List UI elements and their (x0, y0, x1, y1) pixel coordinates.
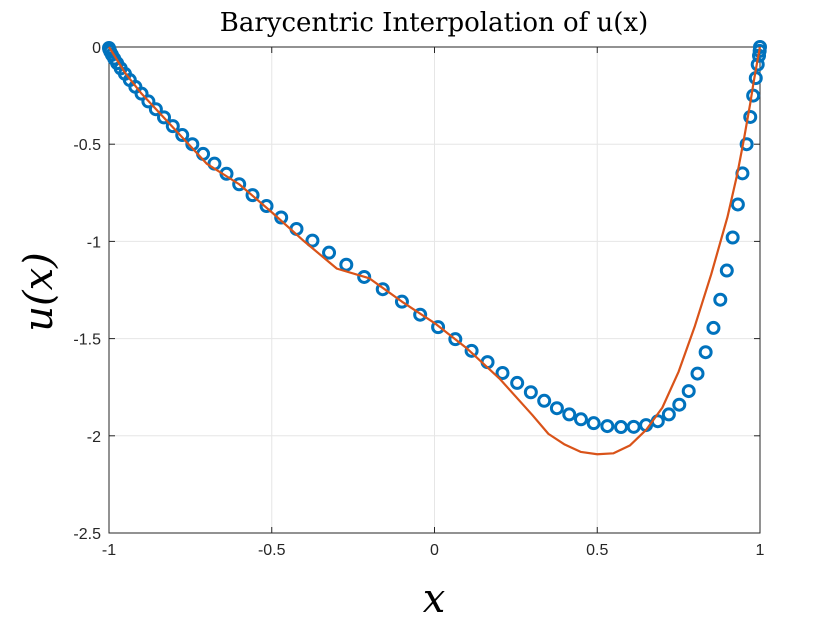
y-tick-label: -2.5 (73, 526, 101, 543)
data-point (448, 332, 463, 347)
series-line (108, 46, 762, 456)
y-tick-label: -1 (87, 234, 101, 251)
data-point (305, 233, 320, 248)
data-point (464, 343, 479, 358)
data-point (672, 397, 687, 412)
data-point (549, 401, 564, 416)
y-tick-label: 0 (92, 40, 101, 57)
y-tick-labels: 0 -0.5 -1 -1.5 -2 -2.5 (73, 40, 101, 543)
data-point (134, 86, 149, 101)
data-point (706, 320, 721, 335)
data-point (394, 294, 409, 309)
data-point (739, 137, 754, 152)
x-tick-label: -0.5 (258, 542, 286, 559)
data-point (157, 110, 172, 125)
data-point (141, 94, 156, 109)
data-point (725, 230, 740, 245)
y-tick-label: -2 (87, 429, 101, 446)
data-point (232, 177, 247, 192)
data-point (196, 146, 211, 161)
data-point (661, 407, 676, 422)
y-axis-label: u(x) (16, 252, 62, 332)
x-tick-label: 0 (430, 542, 439, 559)
data-point (375, 282, 390, 297)
data-point (743, 109, 758, 124)
x-axis-label: x (423, 576, 446, 622)
data-point (480, 355, 495, 370)
data-point (537, 393, 552, 408)
data-point (614, 420, 629, 435)
x-tick-labels: -1 -0.5 0 0.5 1 (102, 542, 765, 559)
data-point (626, 419, 641, 434)
data-point (713, 292, 728, 307)
data-point (148, 102, 163, 117)
data-point (175, 128, 190, 143)
data-point (573, 412, 588, 427)
data-point (413, 307, 428, 322)
y-tick-label: -0.5 (73, 137, 101, 154)
grid (108, 46, 761, 534)
data-point (730, 197, 745, 212)
data-point (289, 221, 304, 236)
data-point (245, 188, 260, 203)
series (102, 40, 767, 456)
data-point (523, 385, 538, 400)
data-point (586, 416, 601, 431)
data-point (165, 119, 180, 134)
x-tick-label: -1 (102, 542, 116, 559)
data-point (681, 384, 696, 399)
data-point (562, 407, 577, 422)
data-point (259, 199, 274, 214)
data-point (719, 263, 734, 278)
x-tick-label: 0.5 (586, 542, 608, 559)
data-point (357, 269, 372, 284)
chart-title: Barycentric Interpolation of u(x) (220, 8, 649, 38)
y-tick-label: -1.5 (73, 332, 101, 349)
data-point (322, 245, 337, 260)
data-point (274, 210, 289, 225)
data-point (698, 345, 713, 360)
x-tick-label: 1 (756, 542, 765, 559)
data-point (600, 419, 615, 434)
data-point (431, 320, 446, 335)
data-point (510, 375, 525, 390)
data-point (495, 366, 510, 381)
data-point (339, 257, 354, 272)
data-point (690, 366, 705, 381)
